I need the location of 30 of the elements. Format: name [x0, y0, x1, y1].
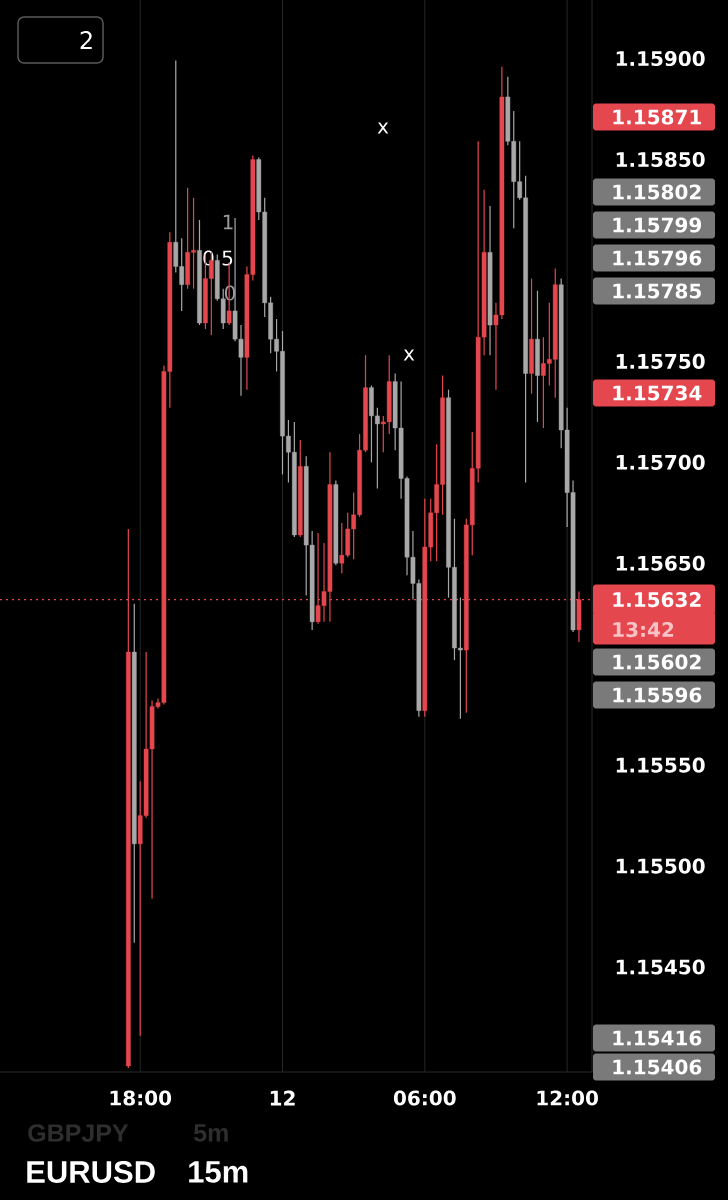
text: 1.15416: [613, 1030, 702, 1046]
text: 1.15602: [613, 654, 701, 670]
text: 1.15796: [613, 250, 702, 266]
x-tick-label: 06:00: [393, 1090, 456, 1106]
y-tick-label: 1.15900: [616, 50, 705, 67]
x-tick-label: 12: [270, 1090, 295, 1106]
text: 1.15596: [613, 687, 702, 703]
text: 1.15734: [613, 385, 702, 401]
y-tick-label: 1.15450: [616, 959, 705, 975]
annotation: 1: [223, 214, 233, 230]
annotation: x: [403, 349, 415, 361]
y-tick-label: 1.15850: [616, 151, 705, 168]
y-tick-label: 1.15750: [616, 353, 705, 369]
text: 1.15406: [613, 1059, 702, 1075]
y-tick-label: 1.15500: [616, 858, 705, 874]
text: EURUSD: [27, 1161, 155, 1183]
text: 15m: [189, 1161, 248, 1183]
text: 1.15871: [613, 109, 701, 125]
text: 1.15802: [613, 184, 701, 200]
annotation: x: [377, 122, 389, 134]
text: 1.15799: [613, 217, 702, 233]
x-tick-label: 18:00: [110, 1090, 172, 1106]
text: 2: [80, 31, 92, 49]
y-tick-label: 1.15650: [616, 555, 705, 571]
x-tick-label: 12:00: [537, 1090, 598, 1106]
text: 13:42: [613, 622, 674, 638]
text: 1.15785: [613, 283, 701, 299]
y-tick-label: 1.15700: [616, 454, 705, 470]
y-tick-label: 1.15550: [616, 757, 705, 773]
ref-line-label: 1.15632: [613, 592, 701, 608]
